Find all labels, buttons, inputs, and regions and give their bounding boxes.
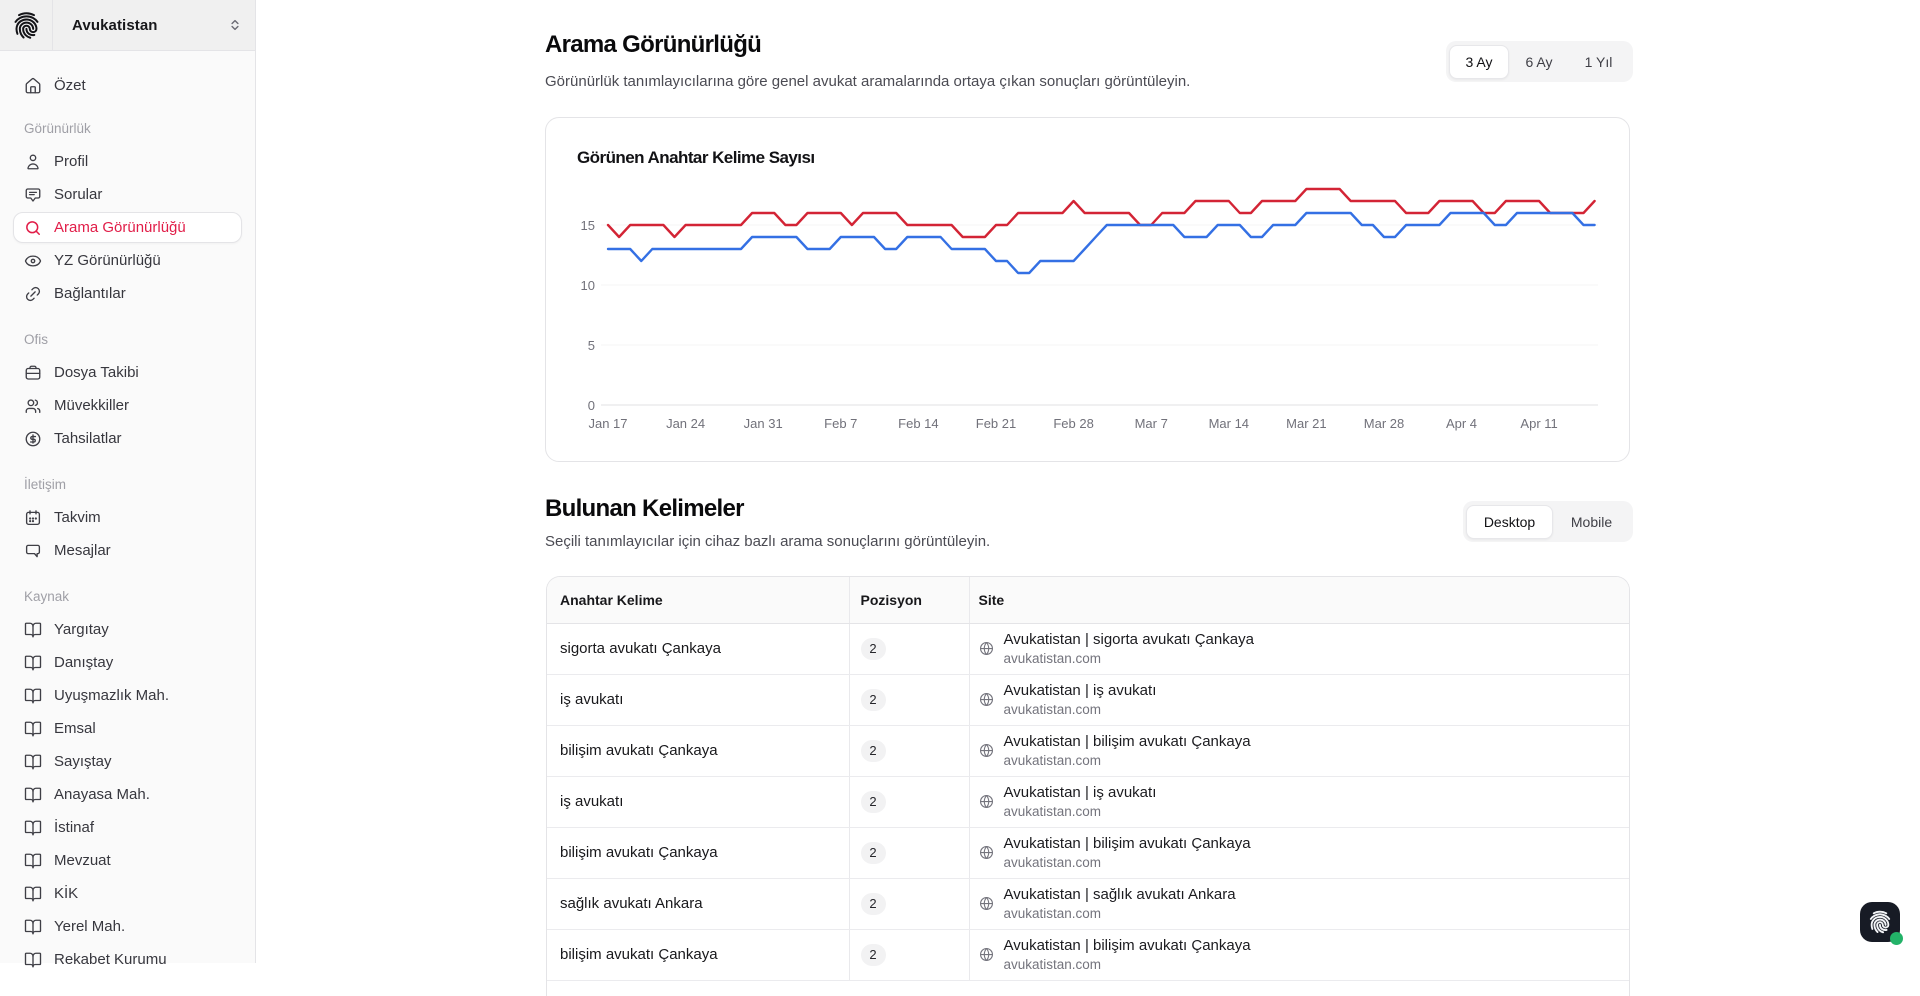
svg-text:Mar 14: Mar 14 xyxy=(1209,416,1249,431)
svg-text:Mar 7: Mar 7 xyxy=(1135,416,1168,431)
svg-text:0: 0 xyxy=(588,398,595,413)
svg-text:Apr 4: Apr 4 xyxy=(1446,416,1477,431)
svg-text:Mar 21: Mar 21 xyxy=(1286,416,1326,431)
svg-text:Feb 28: Feb 28 xyxy=(1053,416,1093,431)
svg-text:10: 10 xyxy=(581,278,595,293)
svg-text:Jan 24: Jan 24 xyxy=(666,416,705,431)
svg-text:Feb 14: Feb 14 xyxy=(898,416,938,431)
svg-text:Mar 28: Mar 28 xyxy=(1364,416,1404,431)
svg-text:Apr 11: Apr 11 xyxy=(1520,416,1557,431)
svg-text:Jan 31: Jan 31 xyxy=(744,416,783,431)
svg-text:Feb 7: Feb 7 xyxy=(824,416,857,431)
svg-text:Jan 17: Jan 17 xyxy=(588,416,627,431)
svg-text:Feb 21: Feb 21 xyxy=(976,416,1016,431)
svg-text:5: 5 xyxy=(588,338,595,353)
svg-text:15: 15 xyxy=(581,218,595,233)
